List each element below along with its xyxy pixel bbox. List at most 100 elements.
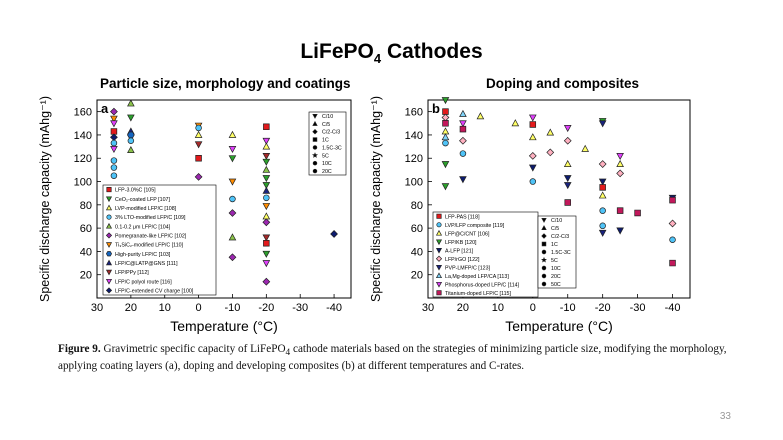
data-point-b [669, 259, 676, 267]
data-point-b [441, 161, 450, 169]
c-rate-entry-b: 5C [551, 258, 558, 264]
c-rate-entry-b: 1.5C-3C [551, 250, 571, 256]
y-tick-label-b: 80 [411, 200, 423, 212]
data-point-b [563, 182, 572, 190]
legend-entry-b: LFP/KB [120] [445, 240, 477, 246]
data-point-b [598, 229, 607, 237]
x-tick-label-a: -20 [258, 302, 274, 314]
legend-entry-a: Pomegranate-like LFP/C [102] [115, 233, 187, 239]
legend-marker-a [105, 232, 113, 239]
data-point-b [441, 183, 450, 191]
legend-marker-b [436, 222, 442, 228]
legend-marker-a [106, 187, 112, 193]
data-point-a [262, 260, 271, 268]
data-point-a [228, 253, 237, 262]
c-rate-marker-b [541, 281, 547, 287]
c-rate-entry-a: C/2-C/3 [322, 130, 340, 136]
data-point-a [228, 130, 237, 138]
c-rate-entry-b: 50C [551, 282, 561, 288]
data-point-b [441, 133, 450, 141]
legend-entry-a: LFP/C polyol route [116] [115, 279, 172, 285]
caption-subscript: 4 [285, 348, 291, 359]
data-point-a [110, 146, 118, 154]
x-tick-label-b: -40 [665, 302, 681, 314]
data-point-b [528, 152, 537, 160]
data-point-a [195, 124, 202, 132]
data-point-a [110, 115, 118, 123]
x-tick-label-a: -10 [225, 302, 241, 314]
x-axis-label-a: Temperature (°C) [170, 318, 278, 334]
legend-entry-a: LFP/PPy [112] [115, 270, 149, 276]
data-point-a [228, 178, 237, 186]
data-point-a [195, 154, 202, 162]
y-tick-label-b: 40 [411, 246, 423, 258]
data-point-b [669, 236, 676, 244]
c-rate-marker-a [312, 120, 318, 126]
data-point-b [528, 164, 537, 172]
legend-entry-a: 0.1-0.2 μm LFP/C [104] [115, 224, 171, 230]
data-point-a [330, 230, 338, 238]
legend-entry-b: LFP-PAS [118] [445, 214, 480, 220]
legend-entry-b: LFP@C/CNT [106] [445, 231, 490, 237]
data-point-b [441, 113, 450, 122]
data-point-a [262, 218, 271, 227]
y-tick-label-b: 100 [405, 177, 423, 189]
legend-marker-b [435, 264, 443, 271]
legend-marker-b [436, 290, 442, 296]
legend-marker-a [105, 222, 113, 229]
legend-marker-a [105, 269, 113, 276]
c-rate-marker-a [312, 152, 318, 158]
data-point-b [528, 133, 537, 141]
panel-b-title: Doping and composites [486, 76, 640, 91]
data-point-b [459, 125, 467, 133]
legend-entry-b: Phosphorus-doped LFP/C [114] [445, 282, 520, 288]
legend-entry-a: Ti₃SiC₂-modified LFP/C [110] [115, 243, 184, 249]
legend-marker-b [435, 281, 443, 288]
legend-entry-a: CeO₂-coated LFP [107] [115, 197, 170, 203]
c-rate-marker-b [541, 218, 547, 223]
y-tick-label-b: 120 [405, 153, 423, 165]
data-point-a [127, 145, 135, 153]
c-rate-entry-b: 10C [551, 266, 561, 272]
data-point-b [529, 121, 537, 128]
legend-entry-b: Titanium-doped LFP/C [115] [445, 291, 511, 297]
y-tick-label-a: 100 [74, 177, 92, 189]
data-point-a [228, 155, 237, 163]
data-point-a [127, 99, 135, 107]
c-rate-entry-a: 5C [322, 153, 329, 159]
y-tick-label-b: 160 [405, 107, 423, 119]
c-rate-entry-a: 20C [322, 169, 332, 175]
legend-marker-b [435, 255, 443, 262]
c-rate-marker-a [312, 145, 318, 150]
x-tick-label-b: 0 [530, 302, 536, 314]
c-rate-marker-b [541, 273, 547, 279]
c-rate-entry-b: C/2-C/3 [551, 234, 569, 240]
legend-marker-b [435, 247, 443, 254]
data-point-a [262, 182, 271, 190]
c-rate-marker-a [312, 128, 318, 135]
data-point-a [262, 158, 271, 166]
data-point-a [263, 194, 270, 202]
data-point-a [263, 240, 270, 247]
legend-marker-b [436, 213, 442, 219]
c-rate-marker-b [541, 265, 547, 271]
data-point-a [262, 277, 271, 286]
material-legend-a [102, 184, 217, 296]
data-point-b [459, 120, 467, 128]
panel-letter-b: b [432, 101, 440, 116]
data-point-b [616, 227, 624, 235]
plot-frame-a [96, 99, 352, 299]
c-rate-marker-b [541, 225, 547, 230]
c-rate-marker-a [312, 160, 318, 166]
data-point-a [127, 114, 135, 122]
data-point-b [563, 175, 572, 183]
legend-entry-a: 3% LTO-modified LFP/C [109] [115, 215, 186, 221]
c-rate-entry-a: 1.5C-3C [322, 145, 342, 151]
y-tick-label-a: 40 [80, 246, 92, 258]
x-tick-label-a: 10 [159, 302, 171, 314]
caption-text-1: Gravimetric specific capacity of LiFePO [100, 343, 286, 355]
y-tick-label-a: 120 [74, 153, 92, 165]
data-point-b [459, 176, 467, 184]
data-point-b [564, 199, 571, 206]
data-point-a [262, 137, 271, 145]
